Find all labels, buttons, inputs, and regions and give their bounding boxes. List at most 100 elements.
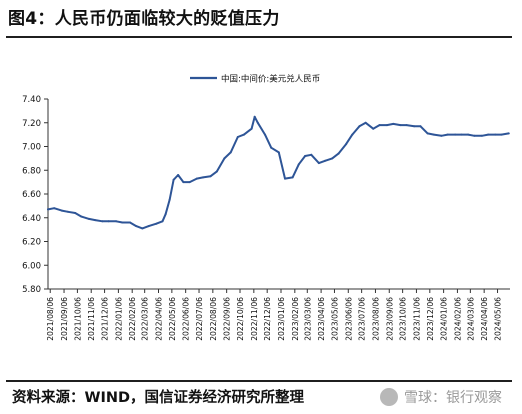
x-tick-label: 2023/06/06 — [344, 297, 353, 341]
data-point — [209, 175, 212, 178]
data-point — [256, 121, 259, 124]
data-point — [337, 152, 340, 155]
data-point — [304, 155, 307, 157]
data-point — [454, 133, 457, 136]
data-point — [494, 133, 497, 136]
data-point — [345, 143, 348, 146]
watermark-text: 雪球：银行观察 — [404, 390, 502, 406]
data-point — [60, 209, 63, 212]
x-tick-label: 2022/04/06 — [154, 297, 163, 341]
x-tick-label: 2023/05/06 — [330, 297, 339, 341]
x-tick-label: 2022/11/06 — [250, 297, 259, 341]
x-tick-label: 2023/03/06 — [303, 297, 312, 341]
data-point — [229, 151, 232, 154]
data-point — [47, 208, 49, 211]
data-point — [487, 133, 490, 136]
data-point — [297, 163, 300, 166]
x-tick-label: 2024/04/06 — [480, 297, 489, 341]
data-point — [161, 220, 164, 223]
x-tick-label: 2023/02/06 — [291, 297, 300, 341]
data-point — [270, 146, 273, 149]
data-point — [88, 217, 90, 220]
data-point — [405, 124, 408, 127]
data-point — [432, 133, 435, 136]
data-point — [467, 133, 470, 136]
y-tick-label: 5.80 — [22, 285, 41, 295]
x-tick-label: 2021/09/06 — [60, 297, 69, 341]
data-point — [446, 133, 449, 136]
data-point — [358, 125, 361, 128]
y-tick-label: 7.40 — [22, 95, 41, 105]
data-point — [188, 181, 191, 184]
source-rule — [6, 380, 512, 382]
x-tick-label: 2024/05/06 — [494, 297, 503, 341]
x-axis: 2021/08/06 2021/09/06 2021/10/06 2021/11/06… — [46, 288, 510, 341]
data-point — [351, 133, 354, 136]
data-point — [121, 221, 124, 224]
x-tick-label: 2024/01/06 — [440, 297, 449, 341]
x-tick-label: 2022/07/06 — [195, 297, 204, 341]
series-line — [47, 115, 510, 230]
data-point — [507, 132, 510, 135]
y-tick-label: 6.80 — [22, 166, 41, 176]
x-tick-label: 2022/02/06 — [128, 297, 137, 341]
data-point — [284, 177, 286, 180]
source-note: 资料来源：WIND，国信证券经济研究所整理 — [12, 390, 305, 406]
figure-title: 图4：人民币仍面临较大的贬值压力 — [8, 9, 280, 29]
data-point — [399, 124, 402, 127]
data-point — [107, 220, 110, 223]
x-tick-label: 2023/12/06 — [426, 297, 435, 341]
y-tick-label: 7.00 — [22, 143, 41, 153]
data-point — [53, 207, 56, 210]
data-point — [182, 181, 185, 184]
x-tick-label: 2024/03/06 — [466, 297, 475, 341]
data-point — [141, 227, 144, 230]
x-tick-label: 2023/11/06 — [412, 297, 421, 341]
data-point — [372, 127, 375, 130]
data-point — [135, 225, 138, 228]
data-point — [115, 220, 118, 223]
data-point — [253, 115, 256, 118]
data-point — [168, 198, 171, 201]
y-axis: 5.80 6.00 6.20 6.40 6.60 6.80 7.00 7.20 7.40 — [22, 95, 49, 295]
line-chart: 中国:中间价:美元兑人民币 5.80 6.00 6.20 6.40 6.60 6.80 7.… — [22, 74, 510, 341]
data-point — [277, 151, 280, 154]
data-point — [473, 134, 476, 137]
data-point — [378, 124, 381, 127]
data-point — [155, 222, 158, 225]
x-tick-label: 2021/08/06 — [46, 297, 55, 341]
data-point — [223, 157, 226, 160]
x-tick-label: 2022/08/06 — [209, 297, 218, 341]
series-points — [47, 115, 510, 230]
data-point — [147, 225, 150, 228]
legend-label: 中国:中间价:美元兑人民币 — [221, 74, 320, 85]
x-tick-label: 2024/02/06 — [453, 297, 462, 341]
data-point — [195, 177, 198, 180]
data-point — [392, 122, 395, 125]
data-point — [324, 159, 327, 162]
x-tick-label: 2022/10/06 — [236, 297, 245, 341]
snowball-logo-icon — [380, 388, 398, 406]
y-tick-label: 6.40 — [22, 214, 41, 224]
data-point — [386, 124, 388, 127]
data-point — [202, 176, 204, 179]
data-point — [236, 136, 239, 138]
data-point — [215, 170, 218, 173]
x-tick-label: 2022/05/06 — [168, 297, 177, 341]
title-rule — [6, 36, 512, 38]
data-point — [331, 157, 334, 160]
x-tick-label: 2023/04/06 — [317, 297, 326, 341]
x-tick-label: 2021/11/06 — [87, 297, 96, 341]
data-point — [413, 125, 416, 128]
data-point — [364, 121, 367, 124]
data-point — [243, 133, 245, 136]
data-point — [500, 133, 503, 136]
y-tick-label: 6.60 — [22, 190, 41, 200]
chart-legend: 中国:中间价:美元兑人民币 — [190, 74, 320, 85]
x-tick-label: 2021/12/06 — [101, 297, 110, 341]
data-point — [177, 174, 180, 176]
watermark: 雪球：银行观察 — [380, 386, 502, 408]
x-tick-label: 2023/08/06 — [371, 297, 380, 341]
data-point — [250, 127, 253, 130]
x-tick-label: 2021/10/06 — [73, 297, 82, 341]
